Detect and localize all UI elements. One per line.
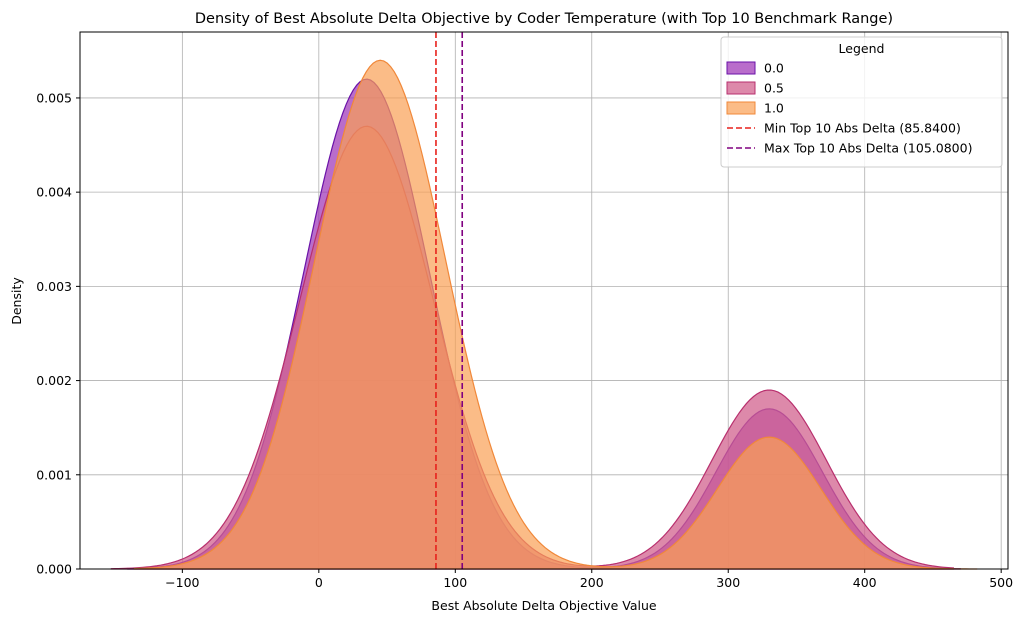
x-tick-label-1: 0 [315,575,323,590]
legend-swatch-0.5 [726,81,756,95]
x-axis-ticks: −100 0 100 200 300 400 500 [165,569,1013,590]
y-tick-label-5: 0.005 [36,90,72,105]
legend-box [720,36,1003,168]
legend-swatch-1.0 [726,101,756,115]
y-axis-ticks: 0.000 0.001 0.002 0.003 0.004 0.005 [36,90,80,577]
y-tick-label-4: 0.004 [36,185,72,200]
legend-title: Legend [839,41,885,56]
x-tick-label-6: 500 [989,575,1013,590]
y-axis-label: Density [9,277,24,325]
y-tick-label-0: 0.000 [36,562,72,577]
y-tick-label-3: 0.003 [36,279,72,294]
density-area-1.0 [133,59,978,570]
x-axis-label: Best Absolute Delta Objective Value [431,598,656,613]
legend-line-label-1: Max Top 10 Abs Delta (105.0800) [764,141,972,156]
legend-label-1.0: 1.0 [764,101,784,116]
plot-frame [79,31,1009,570]
density-areas [110,59,978,570]
x-tick-label-3: 200 [580,575,604,590]
legend-label-0.5: 0.5 [764,81,784,96]
legend: Legend 0.0 0.5 1.0 Min Top 10 Abs Delta (85.… [720,36,1003,168]
x-tick-label-4: 300 [716,575,740,590]
chart-title: Density of Best Absolute Delta Objective… [195,11,893,27]
x-tick-label-5: 400 [853,575,877,590]
y-tick-label-2: 0.002 [36,373,72,388]
x-tick-label-2: 100 [443,575,467,590]
x-tick-label-0: −100 [165,575,199,590]
legend-line-label-0: Min Top 10 Abs Delta (85.8400) [764,121,961,136]
legend-swatch-0.0 [726,61,756,75]
y-tick-label-1: 0.001 [36,467,72,482]
legend-label-0.0: 0.0 [764,61,784,76]
